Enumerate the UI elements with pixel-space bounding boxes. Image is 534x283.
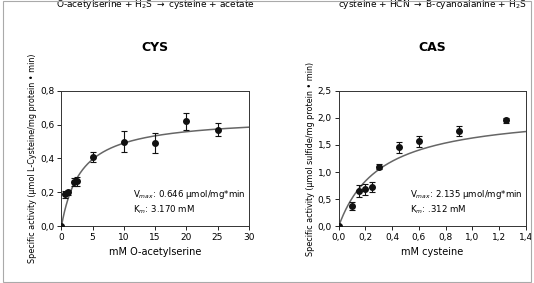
Text: CAS: CAS xyxy=(419,41,446,54)
Y-axis label: Specific activity (µmol sulfide/mg protein • min): Specific activity (µmol sulfide/mg prote… xyxy=(305,61,315,256)
Text: O-acetylserine + H$_2$S $\rightarrow$ cysteine + acetate: O-acetylserine + H$_2$S $\rightarrow$ cy… xyxy=(56,0,255,11)
Text: CYS: CYS xyxy=(142,41,169,54)
Text: V$_{max}$: 0.646 µmol/mg*min
K$_m$: 3.170 mM: V$_{max}$: 0.646 µmol/mg*min K$_m$: 3.17… xyxy=(132,188,245,216)
Y-axis label: Specific activity (µmol L-Cysteine/mg protein • min): Specific activity (µmol L-Cysteine/mg pr… xyxy=(28,54,37,263)
Text: V$_{max}$: 2.135 µmol/mg*min
K$_m$: .312 mM: V$_{max}$: 2.135 µmol/mg*min K$_m$: .312… xyxy=(410,188,522,216)
Text: cysteine + HCN $\rightarrow$ B-cyanoalanine + H$_2$S: cysteine + HCN $\rightarrow$ B-cyanoalan… xyxy=(338,0,527,11)
X-axis label: mM cysteine: mM cysteine xyxy=(401,246,464,256)
X-axis label: mM O-acetylserine: mM O-acetylserine xyxy=(109,246,201,256)
